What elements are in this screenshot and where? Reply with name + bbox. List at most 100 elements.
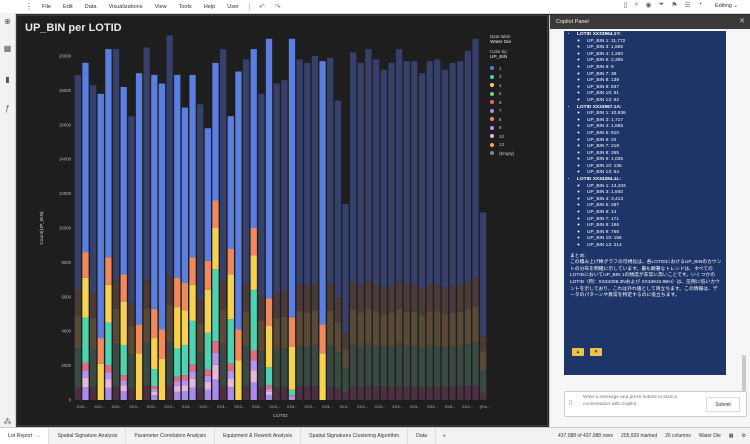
scrollbar[interactable] [742,355,746,399]
more-vertical-icon[interactable]: ⋮ [25,2,33,11]
bin-count: UP_BIN 10: 156 [587,236,722,243]
bar-segment [296,386,303,400]
menu-user[interactable]: User [227,3,240,10]
legend-entry[interactable]: 8 [490,115,546,124]
legend-entry[interactable]: 7 [490,107,546,116]
bar-segment [388,346,395,387]
table-icon[interactable]: ▦ [3,44,12,53]
bar-segment [411,284,418,312]
grid-icon[interactable]: ▦ [728,433,734,439]
lot-item: LOTID XX33964.1Y:UP_BIN 1: 11,772UP_BIN … [577,32,722,105]
mode-dropdown[interactable]: Editing ⌄ [715,3,738,9]
tab-equipment-rework-analysis[interactable]: Equipment & Rework Analysis [215,428,302,444]
legend-table-value[interactable]: Water Die [490,40,512,45]
attach-icon[interactable]: ▯ [569,400,573,406]
legend-entry[interactable]: 4 [490,81,546,90]
bar-segment [380,314,387,348]
undo-icon[interactable]: ↶ [259,3,265,11]
bin-count: UP_BIN 6: 9 [587,65,722,72]
menu-view[interactable]: View [154,3,167,10]
bar-segment [174,376,181,382]
search-icon[interactable]: ⌕ [634,1,639,8]
bin-count: UP_BIN 6: 14 [587,210,722,217]
legend-table-label: Data table: [490,34,512,39]
bar-segment [220,280,227,309]
chevron-down-icon[interactable]: ⌄ [36,433,41,439]
formula-icon[interactable]: ƒ [5,104,10,113]
copilot-icon[interactable]: ◉ [645,2,652,9]
tab-lot-report[interactable]: Lot Report ⌄ [0,428,50,444]
thumbs-up-button[interactable]: ▲ [572,348,584,356]
legend-entry[interactable]: 5 [490,90,546,99]
bookmark-icon[interactable]: ⚑ [671,2,678,9]
copilot-message-input[interactable] [583,395,701,413]
bar-segment [365,343,372,386]
tab-spatial-signature-analysis[interactable]: Spatial Signature Analysis [49,428,127,444]
legend-entry[interactable]: 13 [490,141,546,150]
panel-icon[interactable]: ▯ [623,2,628,9]
bin-count: UP_BIN 8: 196 [587,223,722,230]
filter-icon[interactable]: ⏷ [658,1,665,8]
legend-entry[interactable]: 10 [490,132,546,141]
redo-icon[interactable]: ↷ [274,3,281,11]
menu-edit[interactable]: Edit [63,3,73,10]
bar-segment [120,274,127,302]
bar-chart-icon[interactable]: ▮ [5,75,10,84]
bin-count: UP_BIN 6: 24 [587,138,722,145]
table-name[interactable]: Water Die [698,433,721,439]
add-tab-icon[interactable]: + [442,432,447,440]
bar-segment [342,392,349,400]
bar-segment [426,61,433,285]
tab-data[interactable]: Data [408,428,437,444]
bar-segment [457,61,464,285]
bar-chart-visualization[interactable]: UP_BIN per LOTID 0 2000 4000 6000 8000 10000 1… [16,15,548,426]
bar-segment [273,317,280,350]
bar-segment [181,107,189,284]
bar-segment [480,336,487,352]
legend-entry[interactable]: (Empty) [490,149,546,158]
bar-segment [395,49,403,281]
thumbs-down-button[interactable]: ▼ [590,348,602,356]
close-icon[interactable]: ✕ [739,18,745,25]
bar-segment [151,74,158,309]
list-icon[interactable]: ☰ [684,2,691,9]
bar-segment [82,62,89,253]
lot-item: LOTID XX33967.1A:UP_BIN 1: 10,936UP_BIN … [577,105,722,178]
menu-file[interactable]: File [42,3,52,10]
legend-colorby-value[interactable]: UP_BIN [490,55,508,60]
y-tick-label: 20000 [59,54,72,59]
settings-icon[interactable]: ⚙ [741,433,746,439]
bar-segment [174,348,181,377]
tab-parameter-correlation-analysis[interactable]: Parameter Correlation Analysis [126,428,215,444]
bar-segment [151,388,158,392]
bar-segment [403,61,410,285]
bin-count: UP_BIN 5: 2,385 [587,58,722,65]
bar-segment [120,391,127,400]
x-tick-label: XX3... [77,404,88,409]
notification-icon[interactable]: ◔ [697,1,702,8]
copilot-title: Copilot Panel [556,19,589,25]
bar-segment [212,62,219,201]
legend-label: 6 [499,99,502,105]
submit-button[interactable]: Submit [706,397,740,412]
y-tick-label: 16000 [59,122,72,127]
stacked-bar-chart[interactable]: 0 2000 4000 6000 8000 10000 12000 14000 16000 180… [17,16,547,425]
bar-segment [380,347,387,387]
legend-entry[interactable]: 1 [490,64,546,73]
bar-segment [395,308,403,344]
menu-data[interactable]: Data [84,3,97,10]
bar-segment [281,348,288,388]
bar-segment [212,228,219,270]
bar-segment [128,326,135,355]
menu-tools[interactable]: Tools [178,3,192,10]
bar-segment [204,375,211,382]
network-icon[interactable]: ⁂ [3,417,12,426]
add-icon[interactable]: ⊕ [4,17,11,26]
menu-help[interactable]: Help [203,3,216,10]
menu-visualizations[interactable]: Visualizations [108,3,143,10]
legend-entry[interactable]: 3 [490,73,546,82]
legend-entry[interactable]: 9 [490,124,546,133]
legend-entry[interactable]: 6 [490,98,546,107]
tab-spatial-signatures-clustering[interactable]: Spatial Signatures Clustering Algorithm [301,428,409,444]
tab-label: Lot Report [8,433,33,439]
